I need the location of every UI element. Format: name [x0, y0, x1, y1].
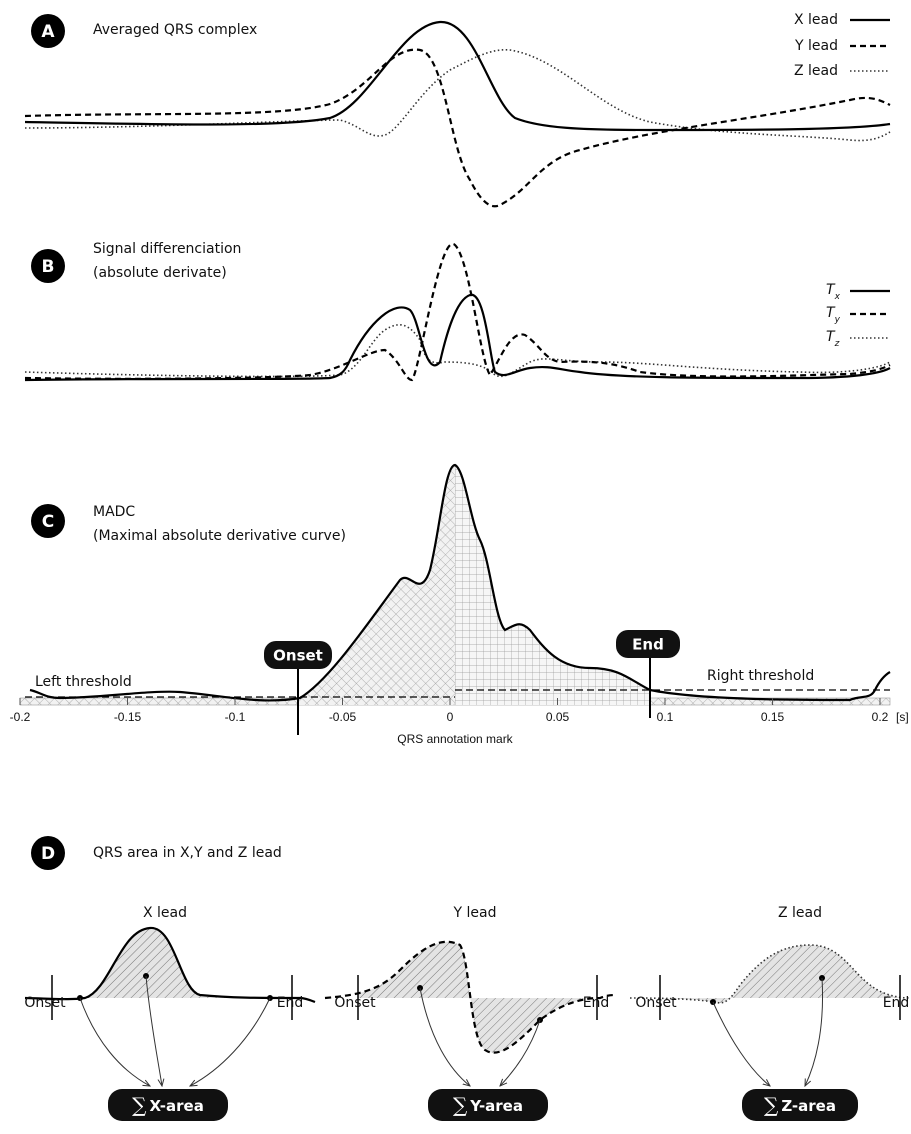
- panel-title: MADC: [93, 504, 135, 520]
- legend-label: Y lead: [794, 38, 838, 54]
- lead-curve: [24, 926, 316, 1004]
- legend-label: Tz: [826, 329, 840, 349]
- area-name: X-area: [149, 1097, 203, 1115]
- end-badge: [616, 630, 680, 658]
- tick-label: 0: [447, 710, 454, 724]
- x-lead-curve: [24, 20, 891, 132]
- panel-title: Signal differenciation: [93, 241, 241, 257]
- onset-badge: [264, 641, 332, 669]
- panel-c: C MADC (Maximal absolute derivative curv…: [10, 463, 909, 746]
- sum-symbol: ∑: [764, 1093, 779, 1117]
- tick-label: 0.2: [872, 710, 889, 724]
- legend-subscript: y: [834, 315, 841, 325]
- onset-label: Onset: [24, 995, 66, 1011]
- sum-symbol: ∑: [453, 1093, 468, 1117]
- tx-curve: [24, 293, 891, 382]
- tick-label: -0.05: [329, 710, 357, 724]
- legend-label: Z lead: [794, 63, 838, 79]
- sum-label: ∑ Z-area: [764, 1093, 836, 1117]
- area-name: Z-area: [781, 1097, 836, 1115]
- panel-badge: [31, 14, 65, 48]
- right-threshold-label: Right threshold: [707, 668, 814, 684]
- panel-b: B Signal differenciation (absolute deriv…: [24, 241, 891, 382]
- axis-unit: [s]: [896, 710, 909, 724]
- sum-label: ∑ Y-area: [453, 1093, 523, 1117]
- area-fill: [358, 941, 597, 1053]
- sum-label: ∑ X-area: [132, 1093, 204, 1117]
- lead-title: Z lead: [778, 905, 822, 921]
- madc-area: [298, 465, 650, 705]
- area-fill: [85, 927, 292, 998]
- legend-label: Ty: [826, 305, 841, 325]
- panel-letter: A: [41, 22, 55, 42]
- panel-title: (Maximal absolute derivative curve): [93, 528, 346, 544]
- sum-badge: [108, 1089, 228, 1121]
- madc-curve: [29, 463, 891, 702]
- legend-subscript: x: [834, 292, 841, 302]
- panel-title: Averaged QRS complex: [93, 22, 257, 38]
- end-label: End: [277, 995, 304, 1011]
- area-left: [298, 465, 455, 705]
- area-name: Y-area: [469, 1097, 523, 1115]
- arrow: [805, 977, 824, 1086]
- tick-label: 0.1: [657, 710, 674, 724]
- panel-badge: [31, 249, 65, 283]
- arrow: [500, 1019, 541, 1086]
- legend-subscript: z: [834, 339, 840, 349]
- x-lead-area: X lead Onset End ∑ X-area: [24, 905, 316, 1121]
- panel-letter: C: [42, 512, 54, 532]
- arrow: [190, 997, 271, 1086]
- legend-label: Tx: [826, 282, 841, 302]
- lead-curve: [629, 944, 911, 1004]
- legend-symbol: T: [826, 329, 836, 345]
- z-lead-area: Z lead Onset End ∑ Z-area: [629, 905, 911, 1121]
- sum-symbol: ∑: [132, 1093, 147, 1117]
- tick-label: -0.15: [114, 710, 142, 724]
- sum-badge: [428, 1089, 548, 1121]
- arrow: [79, 997, 150, 1086]
- panel-title: QRS area in X,Y and Z lead: [93, 845, 282, 861]
- legend-symbol: T: [826, 282, 836, 298]
- onset-label: Onset: [273, 647, 323, 665]
- sum-badge: [742, 1089, 858, 1121]
- legend-label: X lead: [794, 12, 838, 28]
- z-lead-curve: [24, 49, 891, 142]
- panel-badge: [31, 836, 65, 870]
- tz-curve: [24, 324, 891, 378]
- lead-title: X lead: [143, 905, 187, 921]
- arrow: [419, 987, 470, 1086]
- arrow: [712, 1001, 770, 1086]
- panel-letter: D: [41, 844, 55, 864]
- y-lead-curve: [24, 48, 891, 208]
- arrow: [145, 975, 162, 1086]
- onset-label: Onset: [635, 995, 677, 1011]
- panel-badge: [31, 504, 65, 538]
- panel-letter: B: [42, 257, 55, 277]
- end-label: End: [632, 636, 664, 654]
- tick-label: 0.15: [761, 710, 785, 724]
- tick-label: -0.2: [10, 710, 31, 724]
- panel-d: D QRS area in X,Y and Z lead X lead Onse…: [24, 836, 911, 1121]
- area-fill: [660, 945, 900, 1003]
- left-threshold-label: Left threshold: [35, 674, 132, 690]
- y-lead-area: Y lead Onset End ∑ Y-area: [324, 905, 616, 1121]
- end-label: End: [583, 995, 610, 1011]
- area-right: [455, 465, 650, 705]
- legend-symbol: T: [826, 305, 836, 321]
- ty-curve: [24, 242, 891, 382]
- panel-a: A Averaged QRS complex X lead Y lead Z l…: [24, 12, 891, 208]
- lead-title: Y lead: [453, 905, 497, 921]
- axis-label: QRS annotation mark: [397, 732, 513, 746]
- tick-label: 0.05: [546, 710, 570, 724]
- end-label: End: [883, 995, 910, 1011]
- tick-label: -0.1: [225, 710, 246, 724]
- onset-label: Onset: [334, 995, 376, 1011]
- panel-title: (absolute derivate): [93, 265, 227, 281]
